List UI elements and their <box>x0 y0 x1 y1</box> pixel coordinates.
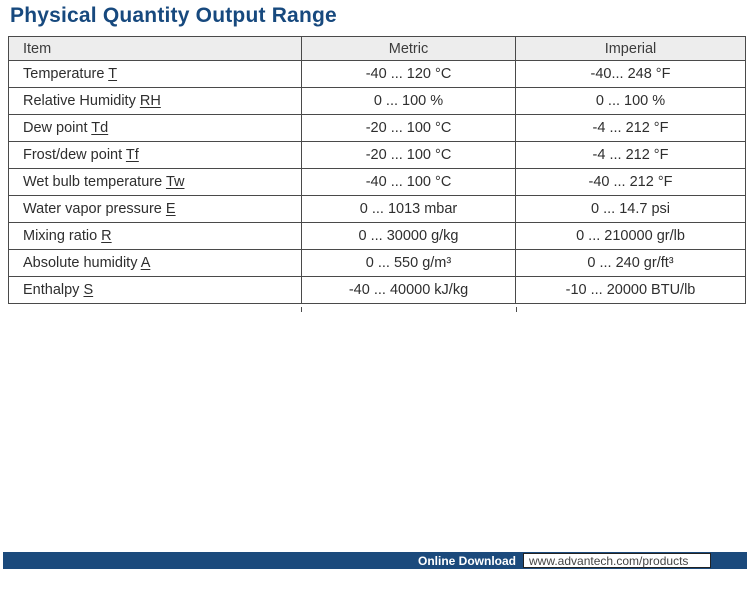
item-label: Temperature <box>23 66 105 82</box>
imperial-value: -40... 248 °F <box>515 60 746 88</box>
table-row: Dew point Td -20 ... 100 °C -4 ... 212 °… <box>8 114 746 142</box>
metric-value: -40 ... 100 °C <box>301 168 516 196</box>
item-symbol: Tw <box>165 174 185 190</box>
item-label: Absolute humidity <box>23 255 138 271</box>
table-divider-stub <box>516 307 517 312</box>
item-cell: Enthalpy S <box>8 276 302 304</box>
imperial-value: 0 ... 210000 gr/lb <box>515 222 746 250</box>
col-header-metric: Metric <box>301 36 516 61</box>
imperial-value: 0 ... 100 % <box>515 87 746 115</box>
item-symbol: S <box>83 282 94 298</box>
page-title: Physical Quantity Output Range <box>10 4 337 27</box>
table-row: Water vapor pressure E 0 ... 1013 mbar 0… <box>8 195 746 223</box>
download-url[interactable]: www.advantech.com/products <box>529 553 689 568</box>
item-cell: Water vapor pressure E <box>8 195 302 223</box>
item-cell: Temperature T <box>8 60 302 88</box>
item-label: Water vapor pressure <box>23 201 162 217</box>
item-label: Frost/dew point <box>23 147 123 163</box>
imperial-value: 0 ... 14.7 psi <box>515 195 746 223</box>
table-body: Temperature T -40 ... 120 °C -40... 248 … <box>8 60 746 304</box>
imperial-value: -10 ... 20000 BTU/lb <box>515 276 746 304</box>
imperial-value: -40 ... 212 °F <box>515 168 746 196</box>
table-header: Item Metric Imperial <box>8 36 746 61</box>
item-label: Mixing ratio <box>23 228 98 244</box>
item-symbol: A <box>140 255 151 271</box>
item-cell: Absolute humidity A <box>8 249 302 277</box>
metric-value: 0 ... 550 g/m³ <box>301 249 516 277</box>
item-symbol: RH <box>139 93 161 109</box>
table-row: Wet bulb temperature Tw -40 ... 100 °C -… <box>8 168 746 196</box>
item-symbol: R <box>101 228 112 244</box>
item-symbol: Td <box>91 120 109 136</box>
metric-value: -40 ... 120 °C <box>301 60 516 88</box>
item-symbol: T <box>108 66 118 82</box>
physical-quantity-table: Item Metric Imperial Temperature T -40 .… <box>8 36 746 304</box>
item-label: Dew point <box>23 120 88 136</box>
table-row: Mixing ratio R 0 ... 30000 g/kg 0 ... 21… <box>8 222 746 250</box>
item-cell: Relative Humidity RH <box>8 87 302 115</box>
metric-value: 0 ... 1013 mbar <box>301 195 516 223</box>
item-symbol: Tf <box>125 147 139 163</box>
item-cell: Frost/dew point Tf <box>8 141 302 169</box>
imperial-value: -4 ... 212 °F <box>515 114 746 142</box>
item-cell: Dew point Td <box>8 114 302 142</box>
table-divider-stub <box>301 307 302 312</box>
online-download-label: Online Download <box>418 553 516 568</box>
col-header-imperial: Imperial <box>515 36 746 61</box>
download-url-box[interactable]: www.advantech.com/products <box>523 553 711 568</box>
metric-value: -20 ... 100 °C <box>301 141 516 169</box>
table-row: Frost/dew point Tf -20 ... 100 °C -4 ...… <box>8 141 746 169</box>
metric-value: 0 ... 100 % <box>301 87 516 115</box>
table-row: Relative Humidity RH 0 ... 100 % 0 ... 1… <box>8 87 746 115</box>
col-header-item: Item <box>8 36 302 61</box>
imperial-value: 0 ... 240 gr/ft³ <box>515 249 746 277</box>
item-cell: Wet bulb temperature Tw <box>8 168 302 196</box>
table-header-row: Item Metric Imperial <box>8 36 746 61</box>
item-label: Relative Humidity <box>23 93 136 109</box>
table-row: Enthalpy S -40 ... 40000 kJ/kg -10 ... 2… <box>8 276 746 304</box>
item-label: Wet bulb temperature <box>23 174 163 190</box>
item-symbol: E <box>165 201 176 217</box>
item-label: Enthalpy <box>23 282 80 298</box>
metric-value: 0 ... 30000 g/kg <box>301 222 516 250</box>
footer-bar: Online Download www.advantech.com/produc… <box>3 552 747 569</box>
table-row: Absolute humidity A 0 ... 550 g/m³ 0 ...… <box>8 249 746 277</box>
metric-value: -20 ... 100 °C <box>301 114 516 142</box>
metric-value: -40 ... 40000 kJ/kg <box>301 276 516 304</box>
imperial-value: -4 ... 212 °F <box>515 141 746 169</box>
item-cell: Mixing ratio R <box>8 222 302 250</box>
table-row: Temperature T -40 ... 120 °C -40... 248 … <box>8 60 746 88</box>
